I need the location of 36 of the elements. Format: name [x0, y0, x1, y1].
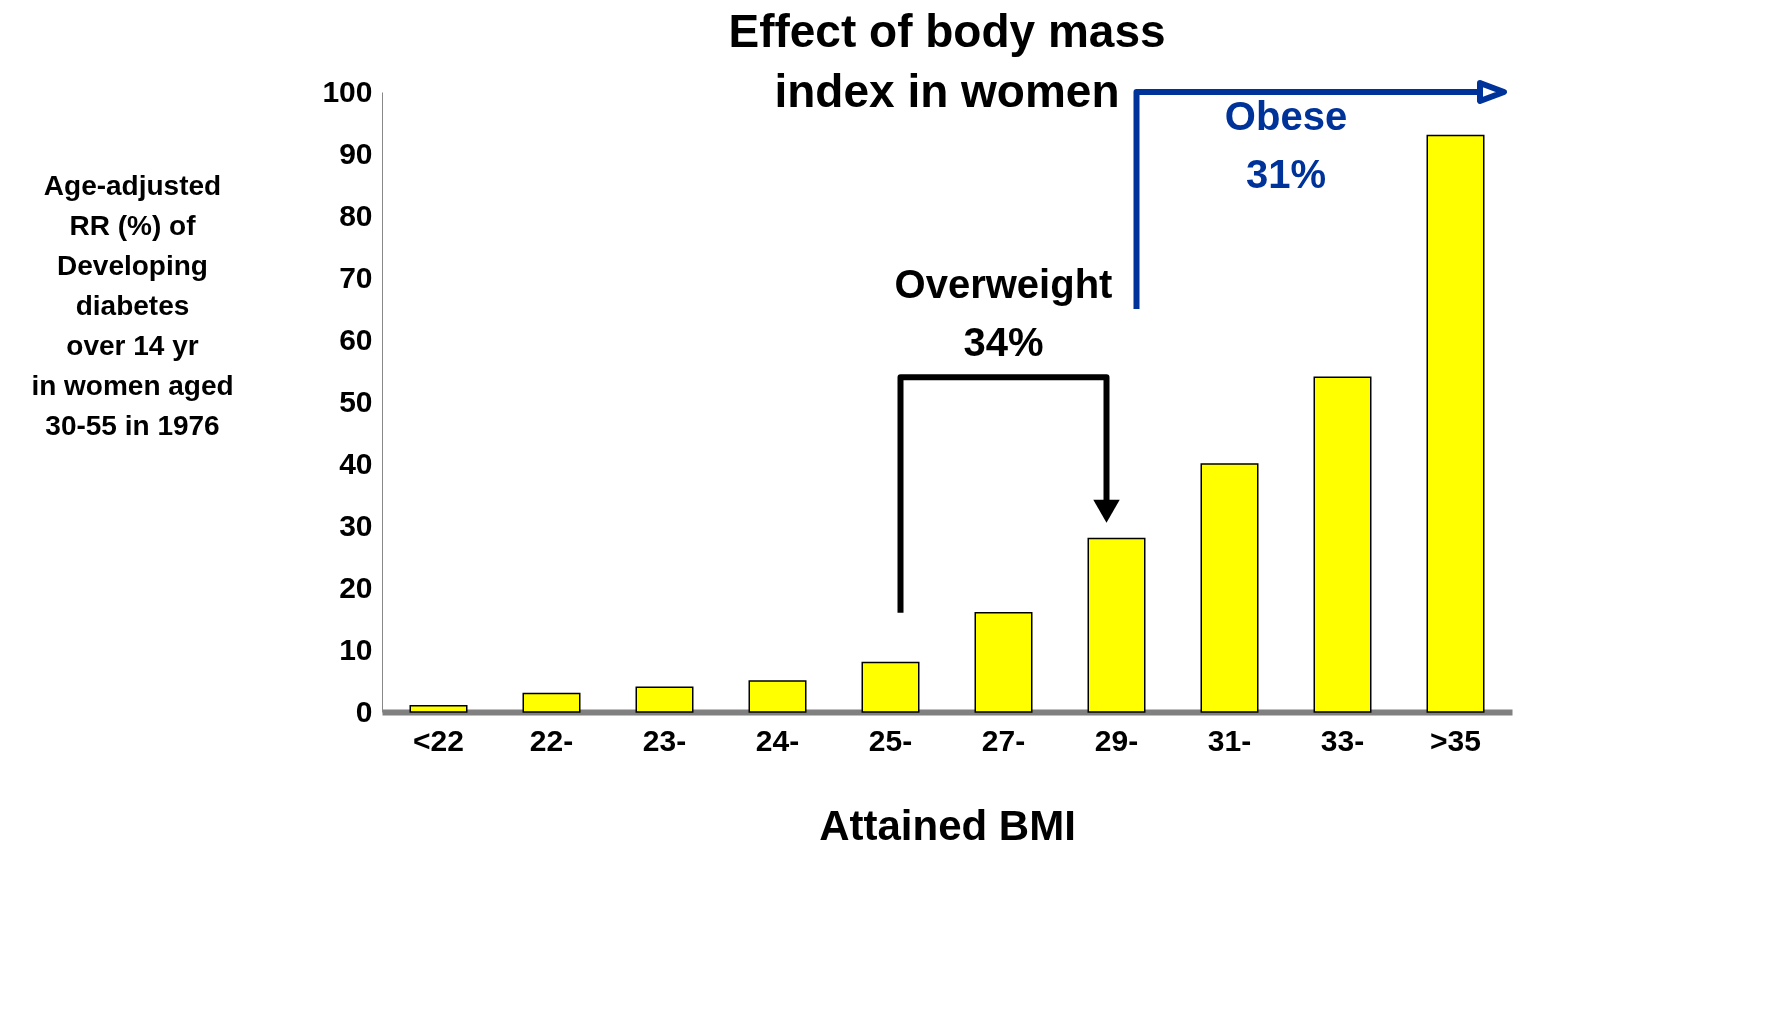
y-tick-label: 70	[339, 260, 373, 294]
x-tick-label: 29-	[1094, 723, 1139, 757]
x-tick-label: 33-	[1320, 723, 1365, 757]
y-tick-label: 30	[339, 508, 373, 542]
bar	[409, 705, 468, 713]
x-tick-label: 27-	[981, 723, 1026, 757]
bar	[522, 692, 581, 713]
chart-title: Effect of body mass index in women	[728, 5, 1166, 117]
y-tick-label: 100	[322, 74, 373, 108]
x-tick-label: >35	[1430, 723, 1481, 757]
x-tick-label: 24-	[755, 723, 800, 757]
x-tick-label: 23-	[642, 723, 687, 757]
x-tick-label: <22	[413, 723, 464, 757]
annotation: Obese 31%	[1224, 94, 1348, 197]
bar	[1426, 134, 1485, 713]
bar	[974, 612, 1033, 713]
bar	[1200, 463, 1259, 713]
y-tick-label: 20	[339, 570, 373, 604]
bar	[861, 661, 920, 713]
x-tick-label: 25-	[868, 723, 913, 757]
annotation: Overweight 34%	[894, 261, 1113, 364]
x-tick-label: 31-	[1207, 723, 1252, 757]
y-tick-label: 10	[339, 632, 373, 666]
y-tick-label: 90	[339, 136, 373, 170]
bar	[748, 680, 807, 713]
bar	[1313, 376, 1372, 713]
y-tick-label: 60	[339, 322, 373, 356]
x-axis-title: Attained BMI	[819, 801, 1076, 849]
bar	[1087, 537, 1146, 713]
y-tick-label: 40	[339, 446, 373, 480]
y-tick-label: 0	[355, 694, 373, 728]
y-tick-label: 80	[339, 198, 373, 232]
y-axis-title: Age-adjusted RR (%) of Developing diabetes over 14 yr in women aged 30-55 in 1976	[31, 169, 234, 441]
bar	[635, 686, 694, 713]
x-tick-label: 22-	[529, 723, 574, 757]
y-tick-label: 50	[339, 384, 373, 418]
